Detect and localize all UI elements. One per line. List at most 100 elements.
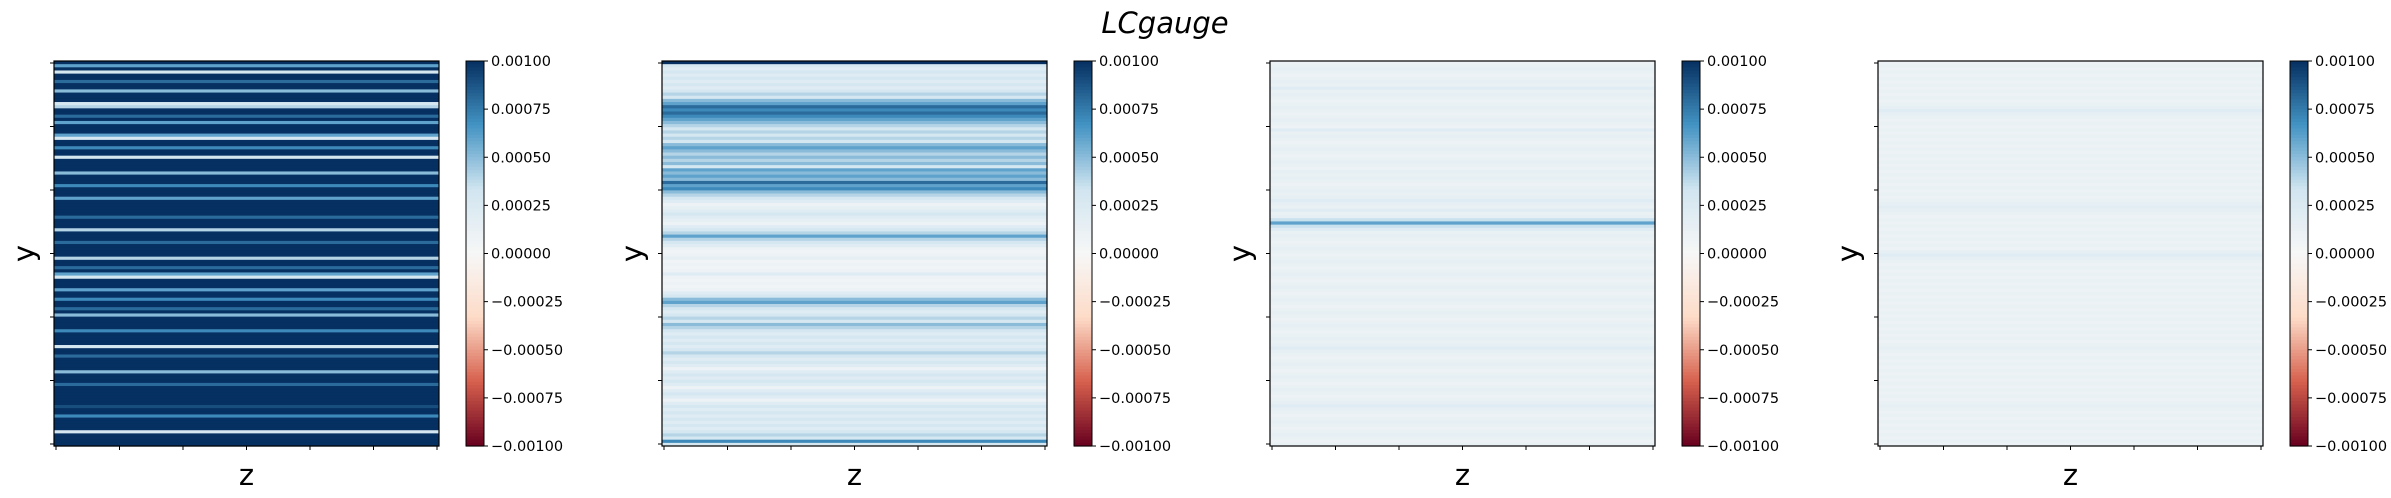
colorbar-segment [1682, 125, 1700, 129]
colorbar-segment [1074, 192, 1092, 197]
colorbar-segment [1682, 301, 1700, 306]
colorbar-segment [1682, 237, 1700, 242]
colorbar-segment [466, 327, 484, 332]
heatmap-row [54, 269, 439, 274]
colorbar-segment [1682, 388, 1700, 393]
colorbar-segment [466, 256, 484, 261]
heatmap-row [662, 319, 1047, 324]
colorbar-segment [1074, 426, 1092, 431]
heatmap-row [54, 61, 439, 65]
colorbar-segment [1074, 394, 1092, 399]
colorbar-segment [1074, 410, 1092, 415]
colorbar-segment [2290, 99, 2308, 104]
heatmap-row [662, 244, 1047, 248]
heatmap-row [1270, 96, 1655, 101]
colorbar-segment [466, 173, 484, 178]
heatmap-row [1270, 381, 1655, 386]
colorbar-segment [1074, 150, 1092, 155]
colorbar-segment [1682, 397, 1700, 402]
colorbar-segment [1074, 121, 1092, 126]
heatmap-row [54, 228, 439, 233]
colorbar-segment [1682, 205, 1700, 210]
heatmap-row [54, 329, 439, 333]
heatmap-row [662, 215, 1047, 220]
heatmap-row [662, 392, 1047, 397]
heatmap-row [1270, 166, 1655, 171]
colorbar-segment [2290, 298, 2308, 303]
colorbar-segment [1074, 166, 1092, 171]
colorbar-segment [1682, 102, 1700, 107]
colorbar-segment [1682, 327, 1700, 332]
heatmap-row [1878, 362, 2263, 367]
heatmap-row [54, 155, 439, 160]
heatmap-row [1270, 336, 1655, 341]
heatmap-row [54, 168, 439, 173]
colorbar-segment [466, 269, 484, 274]
colorbar-segment [466, 80, 484, 85]
heatmap-row [1878, 272, 2263, 277]
heatmap-row [662, 436, 1047, 441]
heatmap-row [662, 218, 1047, 223]
heatmap-row [1878, 259, 2263, 264]
heatmap-row [54, 335, 439, 340]
colorbar-segment [2290, 125, 2308, 129]
heatmap-row [662, 335, 1047, 340]
heatmap-row [662, 370, 1047, 375]
colorbar-segment [1682, 189, 1700, 194]
heatmap-row [54, 244, 439, 248]
heatmap-row [1878, 288, 2263, 293]
heatmap-row [1270, 362, 1655, 367]
colorbar: 0.00100 0.00075 0.00050 0.00025 0.00000 −0.00… [2289, 54, 2387, 455]
colorbar-tick-label: −0.00100 [2315, 439, 2387, 455]
heatmap-row [54, 319, 439, 324]
colorbar-segment [1074, 144, 1092, 149]
colorbar-segment [1682, 352, 1700, 357]
colorbar-segment [1682, 343, 1700, 348]
colorbar-segment [2290, 356, 2308, 360]
heatmap-row [1878, 343, 2263, 348]
colorbar-segment [2290, 121, 2308, 126]
colorbar-segment [1682, 282, 1700, 287]
colorbar-segment [1682, 391, 1700, 396]
colorbar-segment [466, 247, 484, 251]
colorbar-segment [1682, 170, 1700, 174]
heatmap-row [1270, 256, 1655, 261]
colorbar-segment [1074, 365, 1092, 370]
colorbar-segment [466, 115, 484, 120]
heatmap-row [662, 184, 1047, 188]
colorbar-segment [2290, 304, 2308, 309]
heatmap-row [1878, 163, 2263, 168]
colorbar-segment [1682, 288, 1700, 293]
colorbar-segment [1682, 439, 1700, 444]
heatmap-row [54, 332, 439, 337]
heatmap-row [1270, 330, 1655, 335]
x-axis-label: z [2063, 458, 2078, 492]
colorbar-segment [1682, 234, 1700, 239]
heatmap-row [662, 143, 1047, 147]
heatmap-row [1878, 89, 2263, 94]
heatmap-row [1878, 179, 2263, 184]
heatmap-row [54, 278, 439, 283]
colorbar-segment [466, 275, 484, 280]
colorbar-segment [1074, 343, 1092, 348]
colorbar-tick-label: 0.00000 [1707, 247, 1767, 263]
colorbar-segment [1074, 141, 1092, 146]
heatmap-row [1878, 301, 2263, 306]
heatmap-row [1270, 308, 1655, 312]
heatmap-row [1878, 224, 2263, 229]
heatmap-row [1878, 285, 2263, 290]
colorbar-segment [466, 311, 484, 316]
colorbar-segment [2290, 394, 2308, 399]
heatmap-row [1878, 442, 2263, 447]
colorbar-segment [1074, 256, 1092, 261]
colorbar-segment [2290, 349, 2308, 354]
heatmap-row [662, 247, 1047, 251]
colorbar-tick-label: 0.00075 [491, 102, 551, 118]
heatmap-row [662, 275, 1047, 280]
colorbar-segment [2290, 285, 2308, 290]
heatmap-row [1270, 372, 1655, 377]
colorbar-segment [466, 73, 484, 78]
colorbar-segment [1074, 118, 1092, 123]
colorbar-segment [1682, 179, 1700, 184]
heatmap-row [54, 161, 439, 166]
